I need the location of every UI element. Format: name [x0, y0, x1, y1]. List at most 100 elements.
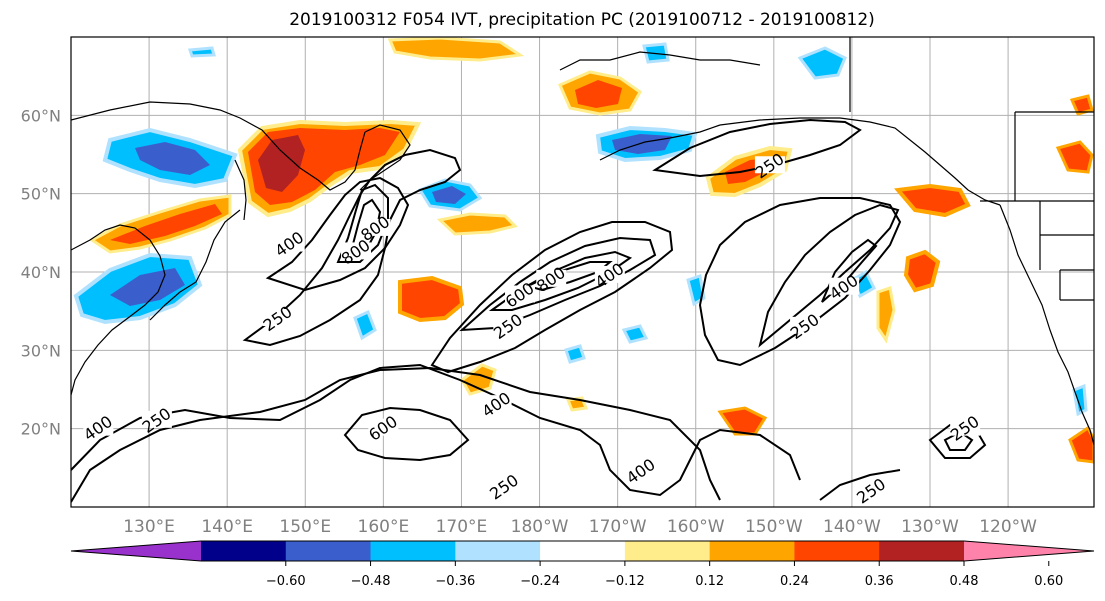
lon-tick-label: 160°E	[358, 517, 410, 537]
coast-alaska-west	[559, 51, 761, 71]
map-frame	[70, 36, 1095, 508]
coast-sakhalin	[234, 159, 247, 221]
lon-tick-label: 170°W	[589, 517, 647, 537]
colorbar: −0.60 −0.48 −0.36 −0.24 −0.12 0.12 0.24 0.36 0.4…	[70, 540, 1095, 589]
contour-label-backdrop	[489, 477, 520, 495]
shade-positive-small-3	[1069, 94, 1094, 116]
contour-label-backdrop	[790, 316, 821, 334]
contour-label-backdrop	[950, 418, 981, 436]
border-canada-provinces	[1014, 111, 1094, 201]
shade-negative-okhotsk-west-core	[135, 142, 210, 175]
colorbar-tick-label: −0.24	[520, 574, 560, 589]
shade-positive-baja	[1068, 425, 1094, 464]
colorbar-segment	[370, 541, 456, 561]
shade-positive-subtropic-b	[717, 406, 768, 436]
colorbar-segment	[794, 541, 880, 561]
colorbar-segment	[709, 541, 795, 561]
lat-tick-label: 60°N	[21, 106, 61, 125]
lat-tick-label: 20°N	[21, 420, 61, 439]
lat-tick-label: 50°N	[21, 185, 61, 204]
figure-title: 2019100312 F054 IVT, precipitation PC (2…	[289, 10, 875, 30]
lon-tick-label: 150°E	[279, 517, 331, 537]
lon-tick-label: 170°E	[436, 517, 488, 537]
shade-positive-japan-sea-core	[110, 204, 222, 244]
contour-label-backdrop	[829, 277, 860, 295]
contour-label-backdrop	[536, 269, 567, 287]
contour-250-subtropic	[71, 366, 721, 503]
shade-positive-bering-top	[387, 37, 525, 62]
lon-tick-label: 160°W	[667, 517, 725, 537]
contour-label-backdrop	[341, 242, 372, 260]
shade-negative-central-core	[432, 186, 466, 204]
shade-positive-bering-core	[575, 80, 622, 108]
colorbar-segment	[285, 541, 372, 561]
contour-label-backdrop	[594, 265, 625, 283]
contour-label-backdrop	[141, 410, 172, 428]
shade-negative-alaska	[797, 46, 847, 80]
colorbar-tick-label: −0.60	[266, 574, 306, 589]
colorbar-tick-label: 0.24	[780, 574, 809, 589]
colorbar-segment	[455, 541, 541, 561]
colorbar-segment	[540, 541, 626, 561]
shade-negative-small-4	[621, 324, 649, 344]
contour-600-subtropic	[343, 406, 470, 462]
coast-aleutians	[599, 124, 721, 161]
colorbar-extend-min	[71, 541, 201, 561]
lon-tick-label: 130°E	[123, 517, 175, 537]
shade-positive-canada-coast	[894, 183, 971, 218]
lat-tick-label: 30°N	[21, 341, 61, 360]
shade-negative-small-7	[187, 46, 216, 58]
contour-400-east	[758, 203, 900, 348]
contour-250-central	[430, 221, 674, 374]
contour-400-central	[459, 236, 657, 332]
shade-negative-small-2	[686, 274, 706, 307]
shade-negative-small-5	[564, 344, 586, 364]
contour-250-hawaii	[928, 423, 987, 459]
contour-250-east	[698, 197, 902, 367]
shade-positive-north-pacific-a	[398, 275, 465, 323]
shade-positive-small-1	[876, 286, 896, 344]
coastlines	[71, 37, 1094, 446]
colorbar-tick-label: 0.48	[950, 574, 979, 589]
shade-negative-japan-core	[110, 268, 185, 306]
colorbar-tick-label: 0.36	[865, 574, 894, 589]
shade-positive-okhotsk-max	[258, 135, 305, 192]
longitude-labels: 130°E 140°E 150°E 160°E 170°E 180°W 170°W 160°W…	[123, 517, 1037, 537]
lat-tick-label: 40°N	[21, 263, 61, 282]
contour-label-backdrop	[83, 418, 114, 436]
shade-negative-small-1	[353, 309, 377, 341]
ivt-contours	[71, 118, 987, 503]
colorbar-outline	[70, 540, 1095, 562]
contour-label-backdrop	[626, 461, 657, 479]
contour-250-gulf	[652, 118, 862, 178]
shade-positive-canada-inland	[1055, 140, 1094, 174]
shade-negative-small-6	[1072, 383, 1088, 417]
shade-positive-california-offshore	[903, 249, 941, 293]
lon-tick-label: 140°W	[823, 517, 881, 537]
contour-label-backdrop	[262, 309, 293, 326]
lon-tick-label: 140°E	[201, 517, 253, 537]
contour-label-backdrop	[360, 218, 391, 236]
contour-400-subtropic	[71, 363, 801, 497]
latitude-labels: 20°N 30°N 40°N 50°N 60°N	[21, 106, 61, 438]
lon-tick-label: 120°W	[979, 517, 1037, 537]
border-us-states	[1039, 201, 1094, 301]
contour-label-backdrop	[368, 418, 399, 436]
colorbar-tick-label: 0.60	[1034, 574, 1063, 589]
contour-400-west	[265, 176, 410, 292]
contour-label-backdrop	[856, 481, 887, 499]
colorbar-tick-label: −0.12	[605, 574, 645, 589]
colorbar-tick-label: −0.48	[351, 574, 391, 589]
shade-positive-north-pacific-b	[436, 212, 518, 236]
contour-label-backdrop	[274, 234, 305, 252]
coast-korea-china	[71, 224, 166, 396]
colorbar-tick-label: −0.36	[435, 574, 475, 589]
contour-label-backdrop	[754, 156, 785, 174]
contour-250-west	[242, 148, 462, 347]
colorbar-tick-label: 0.12	[695, 574, 724, 589]
contour-label-backdrop	[481, 395, 512, 413]
precipitation-pc-shading	[73, 37, 1094, 464]
coast-asia	[71, 101, 366, 191]
shade-negative-aleutian-core	[612, 134, 672, 154]
